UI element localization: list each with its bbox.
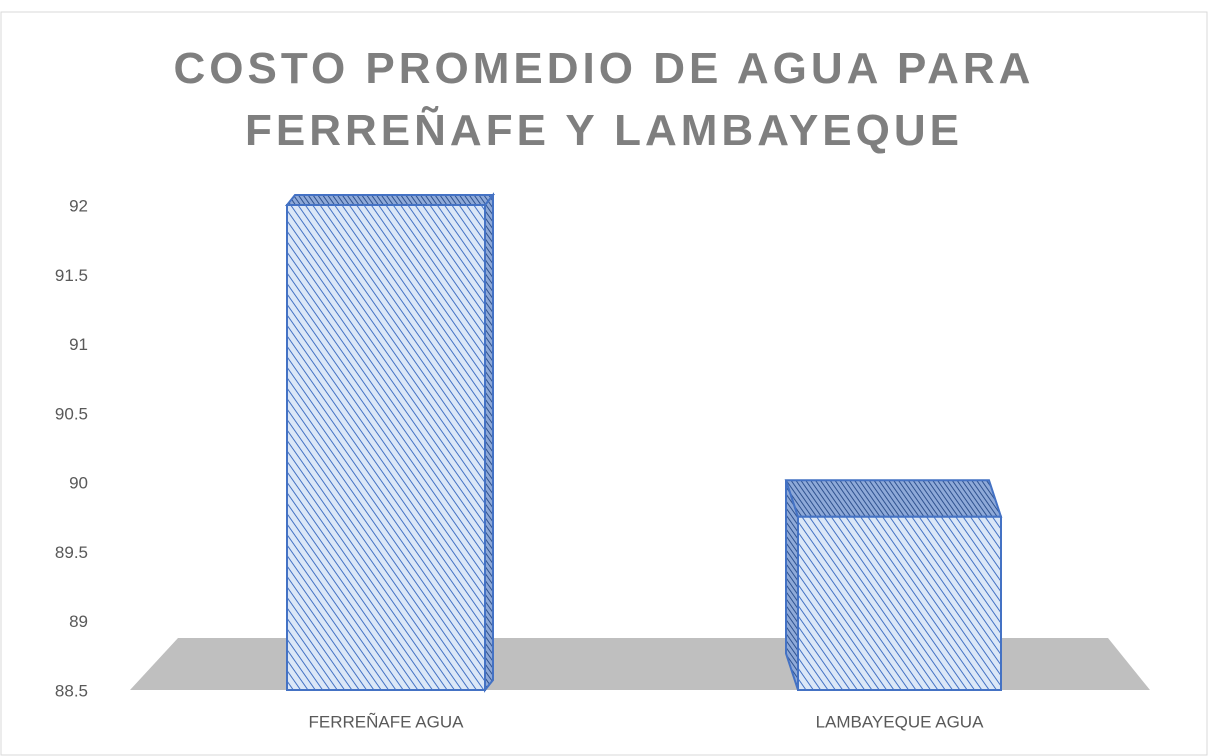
- frame-border: [0, 11, 1208, 756]
- x-tick-label: FERREÑAFE AGUA: [309, 712, 465, 731]
- y-tick-label: 92: [69, 196, 88, 215]
- y-tick-label: 90.5: [55, 404, 88, 423]
- y-tick-label: 91: [69, 335, 88, 354]
- y-tick-label: 90: [69, 474, 88, 493]
- bar-front: [797, 515, 1002, 691]
- y-tick-label: 91.5: [55, 266, 88, 285]
- bar: [284, 192, 496, 693]
- y-tick-label: 88.5: [55, 681, 88, 700]
- bar-front: [286, 204, 486, 691]
- y-tick-label: 89.5: [55, 543, 88, 562]
- bar-top: [284, 194, 496, 206]
- bar: [784, 479, 1003, 691]
- bar-top: [784, 479, 1003, 518]
- chart-title: COSTO PROMEDIO DE AGUA PARA FERREÑAFE Y …: [173, 44, 1035, 155]
- bar-side: [484, 192, 494, 693]
- y-tick-label: 89: [69, 612, 88, 631]
- x-tick-label: LAMBAYEQUE AGUA: [816, 712, 985, 731]
